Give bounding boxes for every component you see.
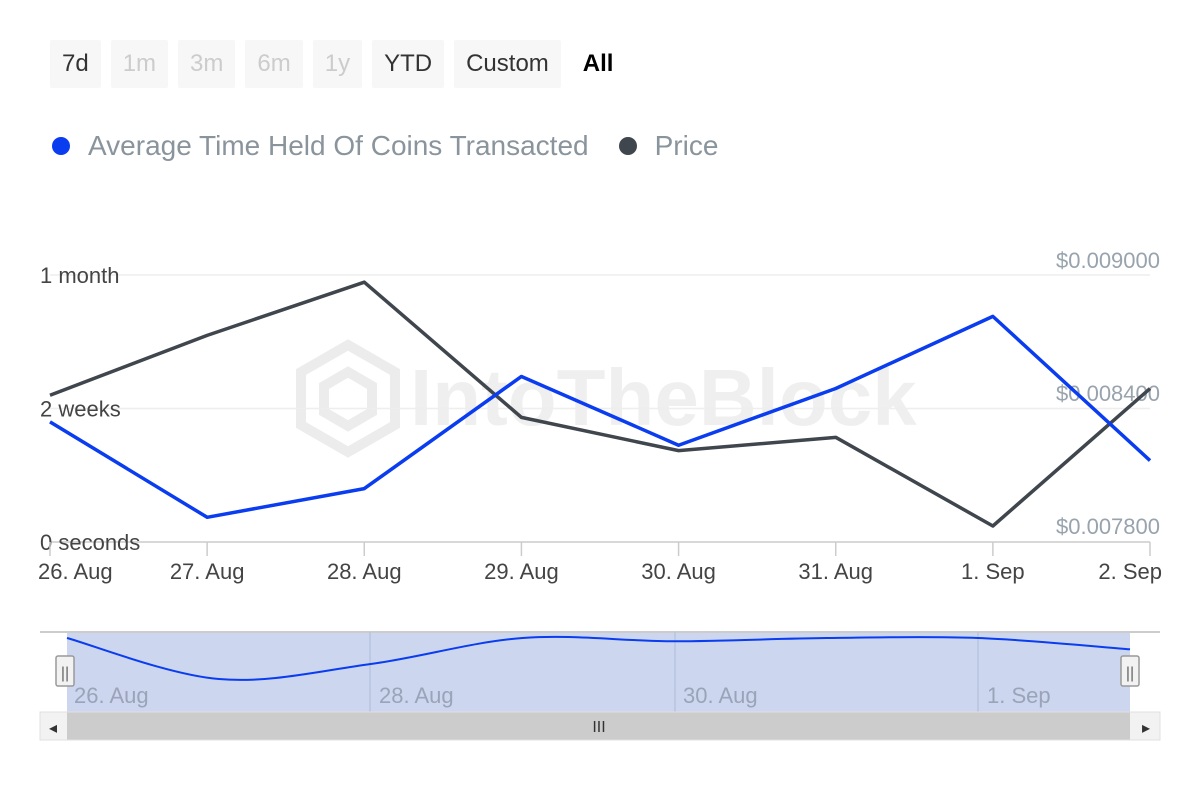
series <box>49 280 1152 528</box>
range-button-6m: 6m <box>245 40 303 88</box>
scroll-right-arrow-icon[interactable]: ▸ <box>1142 720 1150 737</box>
x-axis-tick-label: 31. Aug <box>798 559 873 584</box>
scrollbar-thumb[interactable] <box>67 712 1130 740</box>
range-button-ytd[interactable]: YTD <box>372 40 445 88</box>
handle-grip-icon: || <box>1126 665 1134 682</box>
x-axis-tick-label: 27. Aug <box>170 559 245 584</box>
right-axis-tick-label: $0.008400 <box>1056 381 1160 406</box>
range-button-1m: 1m <box>110 40 169 88</box>
left-axis-tick-label: 1 month <box>40 263 120 288</box>
range-selector: 7d 1m 3m 6m 1y YTD Custom All <box>50 40 625 88</box>
left-axis-tick-label: 2 weeks <box>40 397 121 422</box>
legend-label-price: Price <box>654 130 719 161</box>
navigator-axis-label: 1. Sep <box>987 683 1051 708</box>
range-button-custom[interactable]: Custom <box>454 40 561 88</box>
legend-label-time-held: Average Time Held Of Coins Transacted <box>88 130 589 161</box>
range-button-7d[interactable]: 7d <box>50 40 101 88</box>
navigator-left-handle[interactable]: || <box>55 655 75 687</box>
range-button-3m: 3m <box>178 40 236 88</box>
chart-legend: Average Time Held Of Coins Transacted Pr… <box>52 130 748 162</box>
right-axis-tick-label: $0.007800 <box>1056 514 1160 539</box>
right-axis-tick-label: $0.009000 <box>1056 248 1160 273</box>
navigator-right-handle[interactable]: || <box>1120 655 1140 687</box>
legend-item-price[interactable]: Price <box>618 130 719 162</box>
x-axis-tick-label: 26. Aug <box>38 559 113 584</box>
legend-item-time-held[interactable]: Average Time Held Of Coins Transacted <box>52 130 589 162</box>
range-button-1y: 1y <box>312 40 363 88</box>
x-axis-tick-label: 1. Sep <box>961 559 1025 584</box>
range-button-all[interactable]: All <box>582 50 614 77</box>
x-axis-tick-label: 28. Aug <box>327 559 402 584</box>
watermark: IntoTheBlock <box>296 339 917 458</box>
navigator-selection[interactable] <box>67 632 1130 712</box>
watermark-text: IntoTheBlock <box>410 353 917 442</box>
watermark-logo-icon <box>296 339 400 458</box>
scrollbar-grip-icon: III <box>592 719 605 736</box>
left-axis-tick-label: 0 seconds <box>40 530 140 555</box>
legend-dot-time-held <box>52 137 70 155</box>
navigator-axis-label: 30. Aug <box>683 683 758 708</box>
x-axis-tick-label: 2. Sep <box>1098 559 1162 584</box>
handle-grip-icon: || <box>61 665 69 682</box>
scrollbar-track[interactable] <box>40 712 1160 740</box>
navigator: 26. Aug 28. Aug 30. Aug 1. Sep || || III ◂ ▸ <box>39 631 1161 741</box>
grid <box>50 274 1150 543</box>
navigator-axis-label: 26. Aug <box>74 683 149 708</box>
axes: 0 seconds 2 weeks 1 month $0.007800 $0.00840… <box>38 248 1162 584</box>
x-axis-tick-label: 29. Aug <box>484 559 559 584</box>
scroll-left-arrow-icon[interactable]: ◂ <box>49 720 57 737</box>
x-axis-tick-label: 30. Aug <box>641 559 716 584</box>
navigator-series-line <box>66 635 1131 681</box>
legend-dot-price <box>618 137 637 155</box>
series-line-time-held[interactable] <box>49 314 1152 520</box>
navigator-axis-label: 28. Aug <box>379 683 454 708</box>
scrollbar-border <box>39 711 1161 741</box>
navigator-background <box>40 632 1160 712</box>
series-line-price[interactable] <box>49 280 1152 528</box>
